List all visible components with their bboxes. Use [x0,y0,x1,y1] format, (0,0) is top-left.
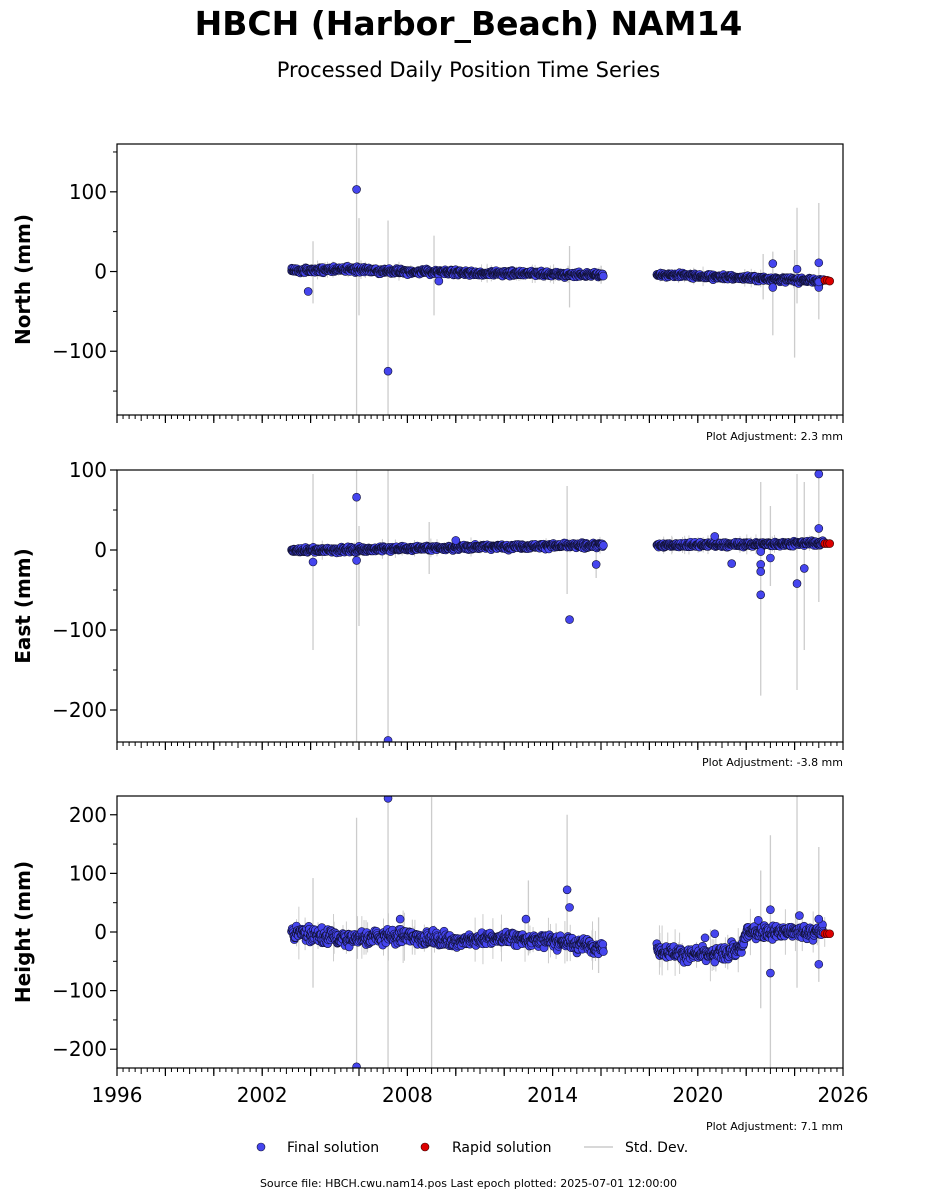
x-tick-label: 2020 [672,1083,723,1107]
y-tick-label: −100 [52,618,107,642]
final-point [756,547,766,556]
final-point [768,259,778,268]
final-point [521,914,531,924]
panel-height: 200 100 0 −100 −200 Height (mm) 1996 2002 2008 20… [11,795,869,1133]
final-point [352,1062,361,1068]
x-tick-label: 2008 [382,1083,433,1107]
x-tick-label: 2002 [237,1083,288,1107]
chart-subtitle: Processed Daily Position Time Series [276,58,661,82]
y-tick-label: 0 [94,920,107,944]
final-point [598,271,608,281]
final-point [562,885,572,895]
legend-final-label: Final solution [287,1140,379,1156]
final-point [756,567,766,576]
final-point [303,287,313,296]
x-tick-label: 2026 [818,1083,869,1107]
final-point [598,939,608,949]
legend-rapid-marker [420,1142,430,1152]
final-point [792,264,802,274]
final-point [710,532,720,541]
final-point [599,947,608,956]
final-point [814,959,824,969]
plot-frame [116,469,844,743]
final-point [700,933,710,943]
rapid-point [825,539,834,548]
final-point [814,914,824,924]
final-point [727,559,736,568]
panel-east: 100 0 −100 −200 East (mm) Plot Adjustment: -3… [11,458,844,769]
final-point [795,911,804,920]
x-tick-label: 2014 [527,1083,578,1107]
y-tick-label: 0 [94,260,107,284]
plot-area [287,470,834,742]
y-tick-label: 0 [94,538,107,562]
legend-final-marker [256,1142,266,1152]
final-point [451,536,461,545]
final-point [352,556,361,565]
final-point [395,914,405,924]
plot-area [287,796,834,1068]
final-point [383,366,393,376]
final-point [799,564,809,573]
final-point [768,283,778,292]
y-axis-label: North (mm) [11,214,35,345]
final-point [591,560,601,569]
final-point [756,560,766,569]
final-point [565,903,574,912]
y-axis-label: Height (mm) [11,861,35,1003]
plot-adjustment: Plot Adjustment: 7.1 mm [706,1120,843,1133]
final-point [766,968,775,978]
legend: Final solution Rapid solution Std. Dev. [256,1140,688,1156]
final-point [710,929,720,939]
y-tick-label: −200 [52,698,107,722]
final-point [753,915,763,925]
final-point [308,557,318,567]
final-point [383,796,393,803]
source-footer: Source file: HBCH.cwu.nam14.pos Last epo… [259,1177,678,1190]
y-axis-label: East (mm) [11,548,35,664]
final-point [352,185,361,194]
y-tick-label: −200 [52,1037,107,1061]
legend-rapid-label: Rapid solution [452,1140,552,1156]
final-point [766,905,775,915]
final-point [756,590,766,600]
legend-stddev-label: Std. Dev. [625,1140,688,1156]
y-tick-label: 100 [69,180,107,204]
y-tick-label: 100 [69,458,107,482]
final-point [434,276,444,286]
final-point [792,579,802,588]
final-point [766,553,775,563]
rapid-point [825,276,834,286]
plot-adjustment: Plot Adjustment: 2.3 mm [706,430,843,443]
final-point [383,736,393,742]
final-point [352,492,361,502]
panel-north: 100 0 −100 North (mm) Plot Adjustment: 2.3 m… [11,143,844,443]
final-point [814,470,824,479]
chart-title: HBCH (Harbor_Beach) NAM14 [194,4,743,43]
x-tick-label: 1996 [92,1083,143,1107]
final-point [814,524,824,533]
y-tick-label: −100 [52,339,107,363]
plot-area [287,144,834,415]
final-point [565,615,574,624]
final-point [814,258,824,268]
y-tick-label: 100 [69,861,107,885]
final-point [599,541,608,550]
y-tick-label: −100 [52,979,107,1003]
rapid-point [825,929,834,939]
plot-adjustment: Plot Adjustment: -3.8 mm [702,756,843,769]
y-tick-label: 200 [69,803,107,827]
